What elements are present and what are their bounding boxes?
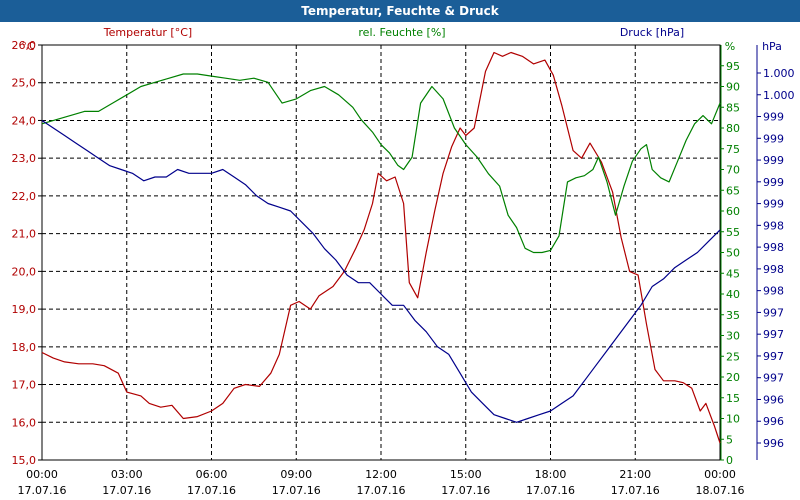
x-tick-time: 21:00 xyxy=(619,468,651,481)
hum-tick-label: 10 xyxy=(726,413,740,426)
hum-tick-label: 25 xyxy=(726,350,740,363)
pres-tick-label: 999 xyxy=(763,154,784,167)
hum-tick-label: 85 xyxy=(726,101,740,114)
temp-tick-label: 23,0 xyxy=(12,152,37,165)
x-tick-date: 17.07.16 xyxy=(611,484,660,497)
x-tick-time: 03:00 xyxy=(111,468,143,481)
pres-tick-label: 998 xyxy=(763,263,784,276)
hum-tick-label: 50 xyxy=(726,247,740,260)
hum-tick-label: 35 xyxy=(726,309,740,322)
pressure-series-line xyxy=(41,120,721,423)
x-tick-time: 00:00 xyxy=(26,468,58,481)
pres-tick-label: 999 xyxy=(763,111,784,124)
pres-tick-label: 999 xyxy=(763,132,784,145)
humidity-series-line xyxy=(41,73,721,254)
hum-tick-label: 40 xyxy=(726,288,740,301)
x-tick-date: 17.07.16 xyxy=(187,484,236,497)
window-title: Temperatur, Feuchte & Druck xyxy=(0,0,800,22)
temp-tick-label: 17,0 xyxy=(12,379,37,392)
x-tick-date: 18.07.16 xyxy=(696,484,745,497)
temp-tick-label: 20,0 xyxy=(12,265,37,278)
pres-tick-label: 1.000 xyxy=(763,89,795,102)
pres-tick-label: 996 xyxy=(763,415,784,428)
hum-axis-title: rel. Feuchte [%] xyxy=(358,26,445,39)
pres-unit-label: hPa xyxy=(762,40,782,53)
pres-tick-label: 999 xyxy=(763,176,784,189)
hum-tick-label: 80 xyxy=(726,122,740,135)
temp-tick-label: 16,0 xyxy=(12,416,37,429)
pres-tick-label: 998 xyxy=(763,241,784,254)
x-tick-time: 09:00 xyxy=(280,468,312,481)
pres-tick-label: 999 xyxy=(763,198,784,211)
x-tick-time: 12:00 xyxy=(365,468,397,481)
hum-tick-label: 90 xyxy=(726,81,740,94)
temp-tick-label: 26,0 xyxy=(12,39,37,52)
pres-tick-label: 1.000 xyxy=(763,67,795,80)
x-tick-time: 06:00 xyxy=(196,468,228,481)
pres-tick-label: 998 xyxy=(763,285,784,298)
hum-tick-label: 60 xyxy=(726,205,740,218)
hum-tick-label: 95 xyxy=(726,60,740,73)
hum-tick-label: 20 xyxy=(726,371,740,384)
x-tick-date: 17.07.16 xyxy=(18,484,67,497)
temp-tick-label: 18,0 xyxy=(12,341,37,354)
temp-tick-label: 25,0 xyxy=(12,77,37,90)
pres-tick-label: 998 xyxy=(763,219,784,232)
temp-tick-label: 15,0 xyxy=(12,454,37,467)
pres-tick-label: 996 xyxy=(763,393,784,406)
x-tick-date: 17.07.16 xyxy=(357,484,406,497)
pres-tick-label: 997 xyxy=(763,306,784,319)
hum-tick-label: 55 xyxy=(726,226,740,239)
temp-tick-label: 19,0 xyxy=(12,303,37,316)
x-tick-time: 00:00 xyxy=(704,468,736,481)
x-tick-date: 17.07.16 xyxy=(272,484,321,497)
temperature-series-line xyxy=(41,51,721,444)
hum-tick-label: 30 xyxy=(726,330,740,343)
pres-tick-label: 996 xyxy=(763,437,784,450)
temp-tick-label: 24,0 xyxy=(12,114,37,127)
hum-tick-label: 65 xyxy=(726,184,740,197)
x-tick-date: 17.07.16 xyxy=(441,484,490,497)
pres-tick-label: 997 xyxy=(763,350,784,363)
hum-tick-label: 0 xyxy=(726,454,733,467)
pres-tick-label: 997 xyxy=(763,372,784,385)
x-tick-time: 15:00 xyxy=(450,468,482,481)
temp-unit-label: °C xyxy=(21,40,35,53)
hum-tick-label: 70 xyxy=(726,164,740,177)
pres-axis-title: Druck [hPa] xyxy=(620,26,684,39)
x-tick-date: 17.07.16 xyxy=(102,484,151,497)
temp-tick-label: 21,0 xyxy=(12,228,37,241)
hum-unit-label: % xyxy=(725,40,735,53)
x-tick-date: 17.07.16 xyxy=(526,484,575,497)
temp-axis-title: Temperatur [°C] xyxy=(103,26,192,39)
hum-tick-label: 15 xyxy=(726,392,740,405)
pres-tick-label: 997 xyxy=(763,328,784,341)
hum-tick-label: 5 xyxy=(726,433,733,446)
x-tick-time: 18:00 xyxy=(535,468,567,481)
hum-tick-label: 45 xyxy=(726,267,740,280)
hum-tick-label: 75 xyxy=(726,143,740,156)
temp-tick-label: 22,0 xyxy=(12,190,37,203)
